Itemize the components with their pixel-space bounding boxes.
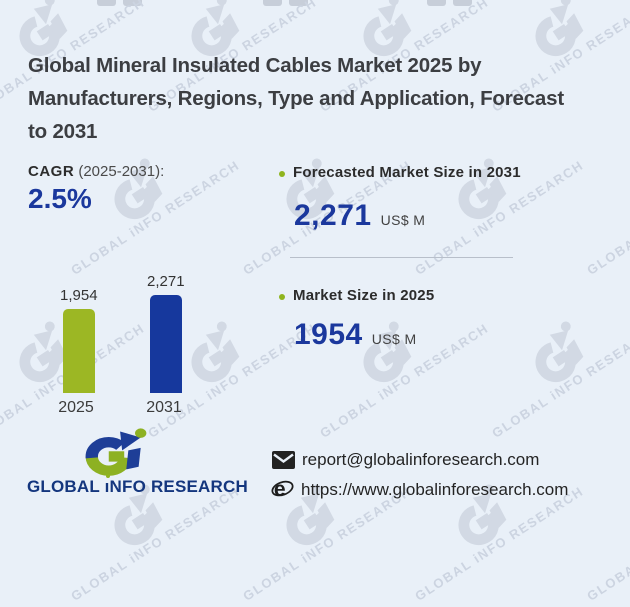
website-link[interactable]: https://www.globalinforesearch.com [301,480,568,500]
cagr-label: CAGR (2025-2031): [28,163,164,180]
email-icon [272,451,295,469]
cagr-value: 2.5% [28,183,92,215]
bar-2025 [63,309,95,393]
email-row: report@globalinforesearch.com [272,450,539,470]
market-size-bar-chart: 1,954 2,271 2025 2031 [45,272,205,420]
section-divider [290,257,513,258]
stat-label-forecast: Forecasted Market Size in 2031 [293,164,521,181]
title-line: to 2031 [28,115,618,148]
website-row: e https://www.globalinforesearch.com [271,478,568,501]
stat-value-row-forecast: 2,271 US$ M [294,199,425,233]
cagr-term: CAGR [28,163,74,180]
stat-unit: US$ M [372,331,417,347]
x-axis-label-2031: 2031 [131,399,197,417]
stat-unit: US$ M [381,212,426,228]
page-title: Global Mineral Insulated Cables Market 2… [28,49,618,148]
bar-2031 [150,295,182,393]
bar-value-label: 2,271 [147,273,185,290]
title-line: Manufacturers, Regions, Type and Applica… [28,82,618,115]
stat-value-2025: 1954 [294,318,363,352]
company-logo-text: GLOBAL ıNFO RESEARCH [27,477,248,497]
cagr-period: (2025-2031): [74,163,164,180]
logo-text-i: ı [105,477,110,496]
bar-value-label: 1,954 [60,287,98,304]
stat-value-row-current: 1954 US$ M [294,318,417,352]
email-link[interactable]: report@globalinforesearch.com [302,450,539,470]
bar-group-2025: 1,954 [60,287,98,393]
title-line: Global Mineral Insulated Cables Market 2… [28,49,618,82]
stat-value-2031: 2,271 [294,199,372,233]
bar-group-2031: 2,271 [147,273,185,393]
company-logo-icon [83,428,151,478]
logo-text-part: GLOBAL [27,477,105,496]
x-axis-label-2025: 2025 [43,399,109,417]
stat-label-current: Market Size in 2025 [293,287,434,304]
bullet-icon [279,171,285,177]
logo-text-part: NFO RESEARCH [110,477,248,496]
browser-icon: e [271,478,294,501]
bullet-icon [279,294,285,300]
